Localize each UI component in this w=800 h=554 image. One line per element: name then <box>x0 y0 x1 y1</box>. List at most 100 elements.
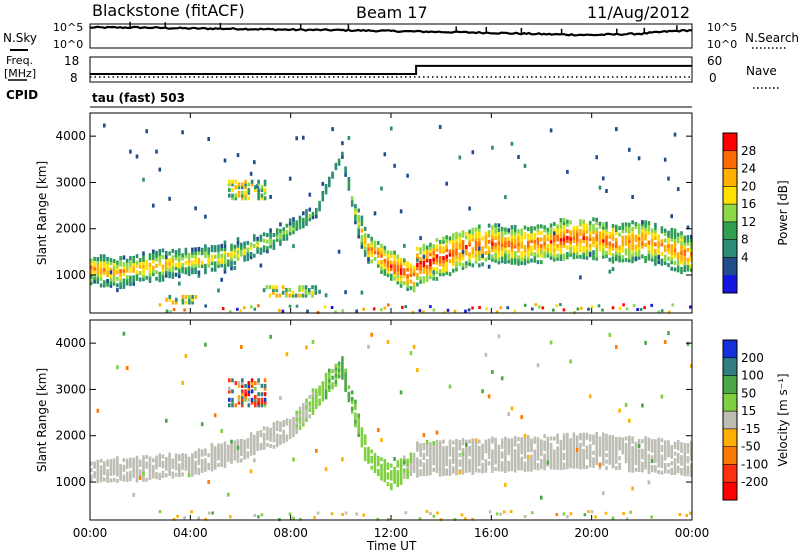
power-cell <box>132 281 135 286</box>
velocity-cell <box>282 420 285 425</box>
velocity-cell <box>448 442 452 447</box>
velocity-cell <box>647 457 651 461</box>
velocity-cell <box>331 369 334 374</box>
velocity-cell <box>311 411 315 415</box>
power-cell <box>249 171 253 176</box>
power-cell <box>393 266 396 271</box>
velocity-cell <box>588 463 592 468</box>
power-cell <box>435 257 439 262</box>
velocity-cell <box>204 464 207 469</box>
power-cell <box>650 231 654 236</box>
power-cell <box>217 251 220 255</box>
power-cell <box>442 246 445 251</box>
power-cell <box>152 249 155 254</box>
velocity-cell <box>318 392 321 397</box>
power-cell <box>383 306 387 310</box>
velocity-cell <box>412 456 416 460</box>
power-cell <box>605 254 608 259</box>
nsearch-label: N.Search <box>745 31 799 45</box>
power-cell <box>602 241 605 246</box>
velocity-cell <box>663 450 667 455</box>
velocity-cell <box>99 475 103 479</box>
power-cell <box>575 235 579 240</box>
velocity-cell <box>556 440 559 444</box>
velocity-cell <box>660 444 664 449</box>
velocity-cell <box>513 458 517 463</box>
velocity-cell <box>569 451 572 456</box>
power-cell <box>122 255 126 260</box>
power-cell <box>553 238 556 243</box>
velocity-cell <box>556 462 559 467</box>
power-cell <box>393 163 396 168</box>
velocity-cell <box>533 456 537 460</box>
power-cell <box>543 241 546 246</box>
velocity-cell <box>269 334 272 339</box>
velocity-cell <box>491 449 494 454</box>
power-cell <box>500 246 504 251</box>
velocity-cell <box>237 397 241 402</box>
power-cell <box>377 260 380 265</box>
velocity-cell <box>308 414 312 419</box>
time-axis: 00:00 04:00 08:00 12:00 16:00 20:00 00:00 <box>73 113 709 540</box>
power-cell <box>275 237 279 242</box>
velocity-cell <box>654 452 657 457</box>
velocity-cell <box>260 400 264 405</box>
power-cell <box>569 220 572 225</box>
power-cell <box>237 182 241 187</box>
velocity-cell <box>676 452 680 457</box>
velocity-cell <box>357 432 360 437</box>
power-cell <box>403 281 406 286</box>
velocity-cell <box>362 513 365 517</box>
power-cell <box>523 251 527 256</box>
velocity-cell <box>517 437 520 442</box>
velocity-cell <box>321 394 325 399</box>
velocity-cell <box>148 475 152 480</box>
velocity-cell <box>644 340 647 345</box>
colorbar-swatch <box>723 204 737 223</box>
velocity-cell <box>637 468 641 472</box>
velocity-cell <box>487 454 491 459</box>
velocity-cell <box>641 452 644 457</box>
velocity-cell <box>373 462 377 467</box>
velocity-cell <box>213 446 217 451</box>
velocity-cell <box>262 439 266 444</box>
velocity-cell <box>455 461 458 466</box>
velocity-cell <box>412 344 416 349</box>
velocity-cell <box>432 458 435 463</box>
power-cell <box>217 247 220 252</box>
velocity-cell <box>435 469 439 474</box>
velocity-cell <box>618 436 621 441</box>
colorbar-tick-label: 24 <box>741 162 756 176</box>
power-cell <box>233 244 237 249</box>
power-cell <box>510 254 514 259</box>
velocity-cell <box>530 438 533 443</box>
velocity-cell <box>546 446 550 451</box>
velocity-cell <box>474 445 478 450</box>
velocity-cell <box>628 458 631 463</box>
power-cell <box>650 244 654 249</box>
velocity-cell <box>194 454 197 459</box>
velocity-cell <box>341 457 344 462</box>
colorbar-tick-label: 28 <box>741 144 756 158</box>
velocity-cell <box>390 463 393 468</box>
power-cell <box>357 218 360 223</box>
velocity-cell <box>628 451 631 456</box>
velocity-cell <box>354 419 357 424</box>
velocity-cell <box>484 468 488 473</box>
power-cell <box>654 261 657 266</box>
power-cell <box>533 232 537 237</box>
power-cell <box>263 196 267 201</box>
velocity-cell <box>200 422 204 427</box>
power-cell <box>96 279 100 284</box>
power-cell <box>556 227 559 232</box>
power-cell <box>566 169 569 174</box>
velocity-cell <box>138 475 142 480</box>
power-cell <box>523 225 527 230</box>
power-cell <box>367 257 370 262</box>
velocity-cell <box>608 444 612 449</box>
power-cell <box>241 193 244 198</box>
velocity-cell <box>608 447 612 452</box>
power-cell <box>148 279 152 283</box>
velocity-cell <box>259 443 263 447</box>
velocity-cell <box>158 456 162 461</box>
